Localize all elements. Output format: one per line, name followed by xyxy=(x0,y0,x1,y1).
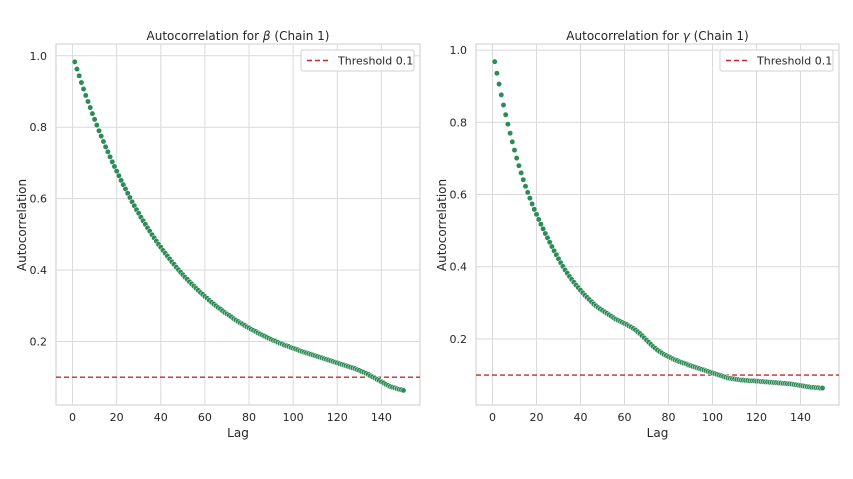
legend-box xyxy=(719,49,834,72)
data-point xyxy=(498,91,505,98)
data-point xyxy=(520,176,527,183)
data-points xyxy=(491,58,826,391)
y-tick-label: 0.8 xyxy=(30,121,48,134)
gamma-chart-panel: 0 20 40 60 80 100 120 140 0.2 0.4 0.6 0.8 1.0 Autoc… xyxy=(435,29,840,440)
x-tick-label: 80 xyxy=(662,411,676,424)
data-point xyxy=(504,121,511,128)
y-axis-label: Autocorrelation xyxy=(435,179,449,271)
x-tick-label: 0 xyxy=(489,411,496,424)
x-tick-label: 120 xyxy=(746,411,767,424)
data-point xyxy=(71,58,78,65)
data-point xyxy=(100,138,107,145)
legend-box xyxy=(300,49,415,72)
data-point xyxy=(76,72,83,79)
y-tick-label: 1.0 xyxy=(450,44,468,57)
data-point xyxy=(500,102,507,108)
y-tick-label: 0.4 xyxy=(30,264,48,277)
data-point xyxy=(493,70,500,77)
y-axis-label: Autocorrelation xyxy=(15,179,29,271)
data-point xyxy=(513,155,520,162)
grid-lines xyxy=(56,44,420,405)
data-point xyxy=(80,86,87,92)
y-tick-labels: 0.2 0.4 0.6 0.8 1.0 xyxy=(30,50,48,349)
legend: Threshold 0.1 xyxy=(719,49,834,72)
data-point xyxy=(96,127,102,134)
x-axis-label: Lag xyxy=(227,426,249,440)
data-point xyxy=(82,92,89,99)
data-point xyxy=(87,104,94,111)
data-point xyxy=(509,138,516,145)
data-point xyxy=(518,169,525,176)
data-point xyxy=(819,385,826,391)
data-point xyxy=(531,206,538,213)
data-point xyxy=(515,162,522,169)
legend-label: Threshold 0.1 xyxy=(756,55,832,68)
x-tick-labels: 0 20 40 60 80 100 120 140 xyxy=(69,411,392,424)
x-tick-label: 20 xyxy=(110,411,124,424)
chart-title: Autocorrelation for γ (Chain 1) xyxy=(566,29,748,43)
data-point xyxy=(526,195,533,202)
y-tick-label: 0.6 xyxy=(450,189,468,202)
y-tick-label: 0.8 xyxy=(450,116,468,129)
data-point xyxy=(89,110,96,117)
x-tick-label: 40 xyxy=(574,411,588,424)
data-point xyxy=(524,189,531,196)
data-point xyxy=(78,79,85,86)
y-tick-label: 0.4 xyxy=(450,261,468,274)
data-point xyxy=(491,58,498,65)
x-tick-label: 60 xyxy=(198,411,212,424)
legend-label: Threshold 0.1 xyxy=(337,55,413,68)
x-tick-label: 100 xyxy=(702,411,723,424)
y-tick-label: 0.6 xyxy=(30,193,48,206)
data-point xyxy=(102,143,109,150)
beta-chart-panel: 0 20 40 60 80 100 120 140 0.2 0.4 0.6 0.8 1.0 Autoc… xyxy=(15,29,421,440)
data-point xyxy=(400,387,407,394)
data-point xyxy=(74,66,80,72)
data-point xyxy=(502,111,509,118)
plot-area xyxy=(55,43,421,406)
grid-lines xyxy=(476,44,839,405)
x-tick-labels: 0 20 40 60 80 100 120 140 xyxy=(489,411,811,424)
x-tick-label: 0 xyxy=(69,411,76,424)
data-points xyxy=(71,58,407,394)
data-point xyxy=(511,147,518,154)
x-tick-label: 60 xyxy=(618,411,632,424)
data-point xyxy=(540,225,547,232)
y-tick-label: 1.0 xyxy=(30,50,48,63)
x-tick-label: 40 xyxy=(154,411,168,424)
data-point xyxy=(93,122,100,129)
x-tick-label: 140 xyxy=(790,411,811,424)
data-point xyxy=(104,148,111,155)
legend: Threshold 0.1 xyxy=(300,49,415,72)
x-tick-label: 100 xyxy=(283,411,304,424)
data-point xyxy=(529,200,536,207)
data-point xyxy=(91,116,98,123)
data-point xyxy=(98,133,105,140)
data-point xyxy=(533,211,540,218)
x-tick-label: 120 xyxy=(327,411,348,424)
x-tick-label: 80 xyxy=(242,411,256,424)
data-point xyxy=(85,98,91,105)
y-tick-labels: 0.2 0.4 0.6 0.8 1.0 xyxy=(450,44,468,346)
x-axis-label: Lag xyxy=(647,426,669,440)
data-point xyxy=(537,221,544,228)
data-point xyxy=(496,81,503,88)
x-tick-label: 140 xyxy=(371,411,392,424)
y-tick-label: 0.2 xyxy=(450,333,468,346)
data-point xyxy=(507,130,514,137)
data-point xyxy=(522,183,529,190)
chart-title: Autocorrelation for β (Chain 1) xyxy=(147,29,330,43)
data-point xyxy=(535,216,542,223)
x-tick-label: 20 xyxy=(530,411,544,424)
y-tick-label: 0.2 xyxy=(30,335,48,348)
data-point xyxy=(107,153,113,160)
